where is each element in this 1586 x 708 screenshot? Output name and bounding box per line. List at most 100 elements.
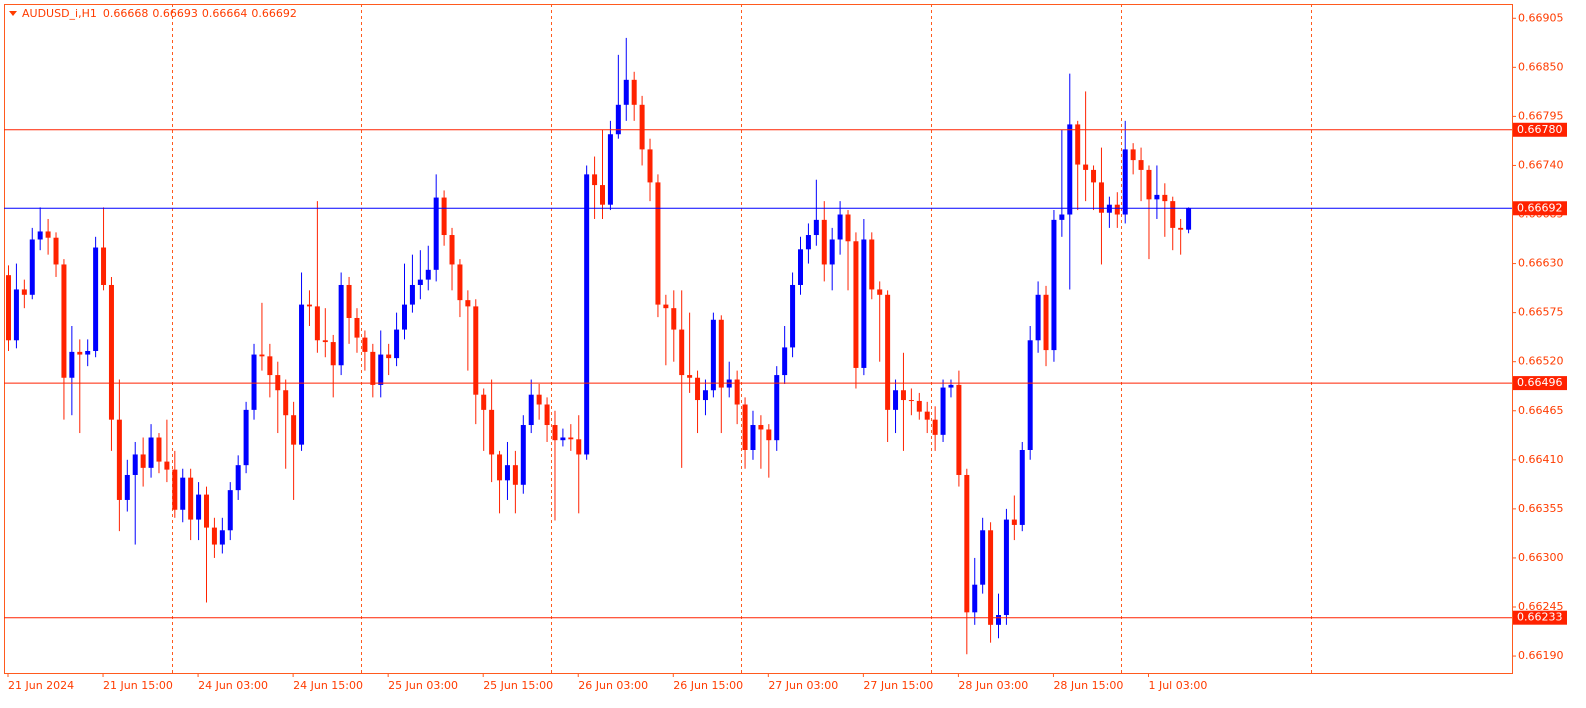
candle-body	[314, 306, 320, 341]
candle-body	[813, 219, 819, 236]
candle-body	[219, 530, 225, 545]
price-label: 0.66780	[1517, 123, 1563, 136]
candle-body	[45, 231, 51, 238]
candle-body	[671, 308, 677, 330]
candle-body	[101, 247, 107, 285]
candle-body	[291, 415, 297, 445]
candle-body	[1146, 169, 1152, 200]
candle-body	[394, 329, 400, 359]
candle-body	[259, 354, 265, 357]
candle-body	[116, 419, 122, 500]
y-tick-label: 0.66190	[1518, 649, 1564, 662]
candle-body	[425, 269, 431, 280]
candle-body	[900, 390, 906, 401]
candle-body	[893, 390, 899, 410]
x-tick-label: 26 Jun 03:00	[578, 679, 648, 692]
candle-body	[37, 231, 43, 240]
candle-body	[6, 275, 11, 341]
x-tick-label: 27 Jun 03:00	[768, 679, 838, 692]
candle-body	[1011, 519, 1017, 525]
candle-body	[536, 394, 542, 405]
bar-low: 0.66664	[202, 7, 248, 20]
candle-body	[1178, 227, 1184, 230]
collapse-triangle[interactable]	[9, 11, 17, 16]
candle-body	[592, 174, 598, 186]
candle-body	[687, 375, 693, 378]
x-tick-label: 25 Jun 15:00	[483, 679, 553, 692]
x-tick-label: 26 Jun 15:00	[673, 679, 743, 692]
price-label-box	[1513, 201, 1567, 216]
candle-body	[560, 437, 566, 441]
candle-body	[29, 239, 35, 295]
candle-body	[695, 377, 701, 401]
candle-body	[489, 409, 495, 455]
candle-body	[1075, 124, 1081, 165]
candle-body	[916, 400, 922, 412]
candle-body	[1027, 340, 1033, 450]
candle-body	[512, 465, 518, 485]
candle-body	[996, 615, 1001, 625]
candle-body	[679, 329, 685, 376]
candle-body	[69, 351, 75, 378]
candle-body	[1043, 294, 1049, 351]
candle-body	[386, 354, 392, 359]
candle-body	[378, 354, 384, 385]
candle-body	[283, 390, 289, 416]
candle-body	[504, 465, 510, 481]
candle-body	[845, 214, 851, 242]
candle-body	[568, 437, 574, 440]
candle-body	[924, 411, 930, 420]
bar-close: 0.66692	[251, 7, 297, 20]
candle-body	[1098, 182, 1104, 213]
y-tick-label: 0.66520	[1518, 355, 1564, 368]
candle-body	[124, 474, 130, 500]
candle-body	[750, 425, 756, 450]
candle-body	[520, 425, 526, 485]
candle-body	[267, 356, 273, 376]
candle-body	[1170, 201, 1176, 228]
candle-body	[156, 437, 162, 462]
x-tick-label: 25 Jun 03:00	[388, 679, 458, 692]
candle-body	[243, 409, 249, 466]
candle-body	[964, 474, 970, 613]
candle-body	[1162, 194, 1168, 202]
x-tick-label: 24 Jun 15:00	[293, 679, 363, 692]
candle-body	[655, 182, 661, 305]
y-tick-label: 0.66850	[1518, 60, 1564, 73]
candle-body	[877, 289, 883, 295]
candle-body	[77, 351, 83, 355]
candle-body	[663, 304, 669, 309]
candle-body	[528, 394, 534, 426]
candle-body	[204, 494, 209, 528]
candle-body	[322, 340, 328, 343]
price-label-box	[1513, 122, 1567, 137]
price-label-box	[1513, 610, 1567, 625]
candle-body	[481, 394, 487, 410]
candle-body	[734, 379, 740, 405]
y-tick-label: 0.66795	[1518, 109, 1564, 122]
candle-body	[885, 294, 891, 410]
bar-open: 0.66668	[103, 7, 149, 20]
candle-body	[758, 425, 764, 430]
candle-body	[1138, 160, 1144, 170]
y-tick-label: 0.66300	[1518, 551, 1564, 564]
x-tick-label: 1 Jul 03:00	[1148, 679, 1207, 692]
candle-body	[61, 264, 67, 378]
candle-body	[164, 461, 170, 470]
candle-body	[1059, 214, 1065, 220]
candle-body	[710, 319, 716, 391]
x-tick-label: 28 Jun 15:00	[1053, 679, 1123, 692]
candle-body	[465, 300, 471, 307]
candle-body	[853, 241, 859, 368]
candle-body	[85, 350, 91, 355]
y-tick-label: 0.66245	[1518, 600, 1564, 613]
candle-body	[409, 284, 415, 305]
candle-body	[497, 454, 503, 481]
candle-body	[718, 319, 724, 388]
candle-body	[1035, 294, 1041, 341]
candle-body	[988, 530, 994, 625]
candle-body	[631, 79, 637, 105]
candle-body	[93, 247, 99, 351]
candle-body	[457, 264, 463, 301]
